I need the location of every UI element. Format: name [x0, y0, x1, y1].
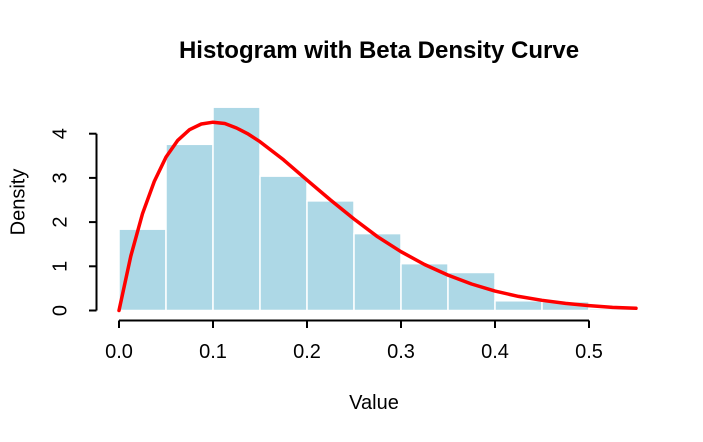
- density-curve: [117, 120, 638, 313]
- chart-title: Histogram with Beta Density Curve: [179, 37, 579, 64]
- x-tick-label: 0.1: [199, 341, 227, 363]
- histogram-bars: [118, 106, 637, 312]
- density-curve-group: [117, 120, 638, 313]
- histogram-bar: [165, 143, 214, 312]
- histogram-bar: [259, 175, 308, 312]
- histogram-bar: [212, 106, 261, 312]
- x-tick-label: 0.3: [387, 341, 415, 363]
- x-axis: 0.0 0.1 0.2 0.3 0.4 0.5: [105, 319, 603, 363]
- y-tick-label: 2: [50, 217, 72, 228]
- x-tick-label: 0.4: [481, 341, 509, 363]
- x-axis-title: Value: [349, 392, 399, 414]
- y-tick-label: 1: [50, 261, 72, 272]
- y-tick-label: 4: [50, 128, 72, 139]
- y-tick-label: 3: [50, 172, 72, 183]
- x-tick-label: 0.5: [575, 341, 603, 363]
- x-tick-label: 0.2: [293, 341, 321, 363]
- x-tick-label: 0.0: [105, 341, 133, 363]
- histogram-bar: [306, 200, 355, 312]
- y-axis: 0 1 2 3 4: [50, 128, 98, 316]
- y-tick-label: 0: [50, 305, 72, 316]
- histogram-bar: [494, 300, 543, 312]
- y-axis-title: Density: [8, 169, 30, 236]
